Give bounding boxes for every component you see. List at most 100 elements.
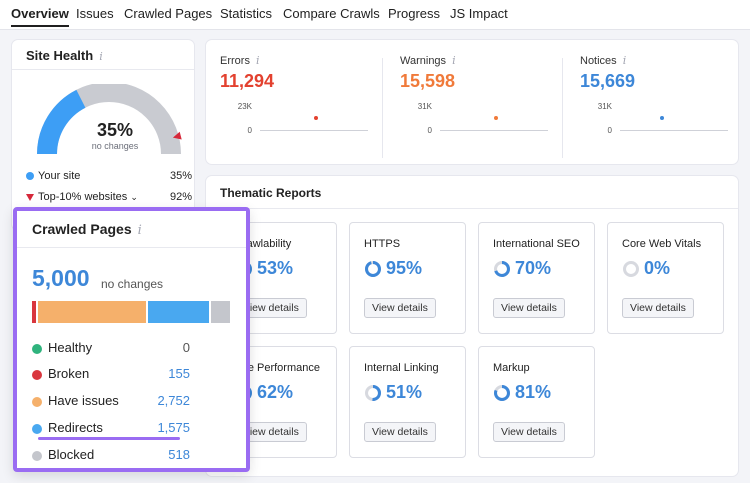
tab-compare-crawls[interactable]: Compare Crawls <box>283 6 380 21</box>
info-icon[interactable]: i <box>255 54 260 67</box>
site-health-title-text: Site Health <box>26 48 94 63</box>
tile-name: Internal Linking <box>364 362 439 374</box>
breakdown-row-have-issues[interactable]: Have issues 2,752 <box>32 393 190 408</box>
row-label: Redirects <box>48 420 103 435</box>
site-health-card: Site Health i 35% no changes Your site 35… <box>12 40 194 230</box>
tile-score: 62% <box>257 382 294 402</box>
axis-max-label: 31K <box>597 102 612 111</box>
top-10-marker <box>172 131 182 140</box>
notices-value: 15,669 <box>580 71 636 91</box>
tab-overview[interactable]: Overview <box>11 6 69 27</box>
status-dot <box>32 369 42 380</box>
notices-metric[interactable]: Notices i 15,669 31K 0 <box>580 54 740 164</box>
info-icon[interactable]: i <box>622 54 627 67</box>
your-site-dot <box>26 172 34 181</box>
tab-issues[interactable]: Issues <box>76 6 114 21</box>
divider <box>17 247 246 248</box>
row-label: Have issues <box>48 393 119 408</box>
view-details-button[interactable]: View details <box>493 422 565 442</box>
crawled-pages-widget[interactable]: Crawled Pages i 5,000 no changes Healthy 0… <box>13 207 250 472</box>
triangle-down-icon <box>26 193 34 201</box>
divider <box>382 58 383 158</box>
view-details-button[interactable]: View details <box>364 298 436 318</box>
sparkline-point <box>314 116 318 120</box>
axis-zero-label: 0 <box>607 126 612 135</box>
tile-name: HTTPS <box>364 238 401 250</box>
info-icon[interactable]: i <box>452 54 456 67</box>
thematic-tile[interactable]: HTTPS 95% View details <box>349 222 466 334</box>
breakdown-row-blocked[interactable]: Blocked 518 <box>32 447 190 462</box>
thematic-tile[interactable]: Internal Linking 51% View details <box>349 346 466 458</box>
status-dot <box>32 343 42 354</box>
tile-score: 95% <box>386 258 423 278</box>
thematic-tile[interactable]: International SEO 70% View details <box>478 222 595 334</box>
chevron-down-icon[interactable]: ⌄ <box>130 192 138 202</box>
sparkline-point <box>660 116 664 120</box>
view-details-button[interactable]: View details <box>622 298 694 318</box>
site-health-change: no changes <box>91 141 139 151</box>
bar-segment-blocked[interactable] <box>211 301 232 323</box>
tile-name: Markup <box>493 362 530 374</box>
site-health-title: Site Health i <box>26 48 103 63</box>
metric-label: Warnings <box>400 55 447 67</box>
gauge-fill <box>37 89 86 155</box>
sparkline-axis <box>260 130 368 131</box>
row-count[interactable]: 155 <box>168 366 190 381</box>
divider <box>562 58 563 158</box>
redirects-highlight-underline <box>38 437 180 440</box>
legend-label: Top-10% websites <box>38 191 128 203</box>
score-ring-icon <box>365 385 381 401</box>
axis-max-label: 23K <box>237 102 252 111</box>
tile-score: 0% <box>644 258 671 278</box>
metric-label: Notices <box>580 55 617 67</box>
crawled-pages-title-text: Crawled Pages <box>32 221 132 237</box>
info-icon[interactable]: i <box>99 50 103 63</box>
row-count[interactable]: 2,752 <box>157 393 190 408</box>
bar-segment-redirects[interactable] <box>148 301 212 323</box>
crawled-pages-change: no changes <box>101 277 164 291</box>
warnings-value: 15,598 <box>400 71 456 91</box>
legend-label: Your site <box>38 170 81 182</box>
tab-statistics[interactable]: Statistics <box>220 6 273 21</box>
warnings-metric[interactable]: Warnings i 15,598 31K 0 <box>400 54 560 164</box>
legend-top-10[interactable]: Top-10% websites ⌄ 92% <box>26 191 196 203</box>
tab-crawled-pages[interactable]: Crawled Pages <box>124 6 213 21</box>
report-tabs: Overview Issues Crawled Pages Statistics… <box>0 0 750 30</box>
row-count[interactable]: 1,575 <box>157 420 190 435</box>
bar-segment-broken[interactable] <box>32 301 39 323</box>
tile-score: 53% <box>257 258 294 278</box>
tile-score: 51% <box>386 382 423 402</box>
legend-value: 35% <box>169 170 192 182</box>
row-count[interactable]: 0 <box>182 340 190 355</box>
view-details-button[interactable]: View details <box>235 298 307 318</box>
breakdown-row-broken[interactable]: Broken 155 <box>32 366 190 381</box>
tile-name: International SEO <box>493 238 580 250</box>
score-ring-icon <box>494 261 510 277</box>
crawled-pages-distribution-bar <box>32 301 232 323</box>
view-details-button[interactable]: View details <box>235 422 307 442</box>
breakdown-row-redirects[interactable]: Redirects 1,575 <box>32 420 190 435</box>
sparkline-point <box>494 116 498 120</box>
view-details-button[interactable]: View details <box>493 298 565 318</box>
axis-zero-label: 0 <box>427 126 432 135</box>
thematic-tile[interactable]: Core Web Vitals 0% View details <box>607 222 724 334</box>
divider <box>206 208 738 209</box>
divider <box>12 69 194 70</box>
bar-segment-have-issues[interactable] <box>38 301 149 323</box>
thematic-tile[interactable]: Markup 81% View details <box>478 346 595 458</box>
tab-progress[interactable]: Progress <box>388 6 441 21</box>
status-dot <box>32 396 42 407</box>
info-icon[interactable]: i <box>137 223 142 238</box>
errors-metric[interactable]: Errors i 11,294 23K 0 <box>220 54 380 164</box>
legend-value: 92% <box>169 191 192 203</box>
breakdown-row-healthy[interactable]: Healthy 0 <box>32 340 190 355</box>
view-details-button[interactable]: View details <box>364 422 436 442</box>
axis-max-label: 31K <box>417 102 432 111</box>
row-label: Broken <box>48 366 90 381</box>
tab-js-impact[interactable]: JS Impact <box>450 6 508 21</box>
crawled-pages-total[interactable]: 5,000 <box>32 265 90 291</box>
tile-score: 81% <box>515 382 552 402</box>
site-health-value: 35% <box>96 120 134 140</box>
status-dot <box>32 450 42 461</box>
row-count[interactable]: 518 <box>168 447 190 462</box>
